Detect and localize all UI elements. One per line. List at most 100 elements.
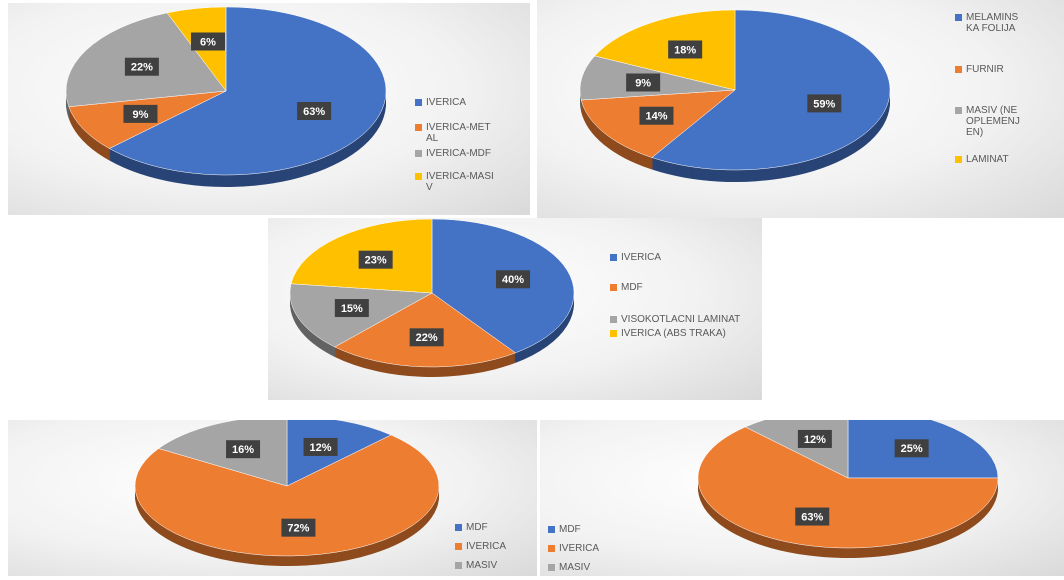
legend-item: MASIV (455, 560, 535, 571)
legend-label: IVERICA (426, 97, 467, 108)
pie-chart: 59% 14% 9% 18% (579, 9, 891, 182)
legend-swatch (455, 562, 462, 569)
chart-panel: 25% 63% 12% MDF IVERICA MASIV (540, 420, 1064, 576)
data-label: 63% (303, 106, 325, 118)
pie-chart: 25% 63% 12% (697, 420, 999, 558)
legend-swatch (955, 107, 962, 114)
legend-label: VISOKOTLACNI LAMINAT (621, 314, 741, 325)
legend-label: MDF (559, 524, 581, 535)
legend-label: MASIV (NEOPLEMENJEN) (966, 105, 1020, 138)
legend-item: IVERICA (ABS TRAKA) (610, 328, 750, 339)
legend-item: IVERICA (548, 543, 628, 554)
slice (697, 426, 999, 549)
data-label: 22% (131, 62, 153, 74)
label-bg (894, 439, 929, 458)
slice (108, 6, 387, 176)
data-label: 14% (645, 111, 667, 123)
legend: MELAMINSKA FOLIJA FURNIR MASIV (NEOPLEMENJ… (955, 12, 1023, 165)
slice (134, 434, 440, 557)
label-bg (639, 106, 674, 125)
legend-item: MELAMINSKA FOLIJA (955, 12, 1023, 34)
legend-swatch (415, 124, 422, 131)
pie-chart: 63% 9% 22% 6% (65, 6, 387, 187)
legend-swatch (548, 545, 555, 552)
legend-item: IVERICA-METAL (415, 122, 495, 144)
label-bg (124, 57, 159, 76)
data-label: 15% (341, 303, 363, 315)
label-bg (668, 40, 703, 59)
legend-swatch (455, 524, 462, 531)
legend-item: MDF (548, 524, 628, 535)
legend-label: FURNIR (966, 64, 1004, 75)
data-label: 9% (133, 109, 149, 121)
legend-swatch (548, 564, 555, 571)
legend-swatch (955, 156, 962, 163)
legend-label: IVERICA (ABS TRAKA) (621, 328, 726, 339)
legend-swatch (455, 543, 462, 550)
legend-label: MASIV (559, 562, 591, 573)
legend-label: IVERICA-MDF (426, 148, 491, 159)
label-bg (626, 73, 661, 92)
legend-item: MDF (455, 522, 535, 533)
legend-label: IVERICA (559, 543, 600, 554)
data-label: 23% (365, 255, 387, 267)
legend-item: IVERICA (455, 541, 535, 552)
legend-label: IVERICA (466, 541, 507, 552)
legend-item: VISOKOTLACNI LAMINAT (610, 314, 750, 325)
legend: IVERICA IVERICA-METAL IVERICA-MDF IVERICA-M… (415, 97, 495, 193)
legend-swatch (610, 284, 617, 291)
legend-label: MELAMINSKA FOLIJA (966, 12, 1019, 34)
data-label: 12% (310, 442, 332, 454)
legend-item: IVERICA-MDF (415, 148, 495, 159)
pie-chart: 12% 72% 16% (134, 420, 440, 566)
legend-swatch (415, 173, 422, 180)
legend-label: IVERICA-MASIV (426, 171, 494, 193)
data-label: 12% (804, 434, 826, 446)
label-bg (226, 440, 261, 459)
legend-item: LAMINAT (955, 154, 1023, 165)
chart-panel: 63% 9% 22% 6% IVERICA IVERICA-METAL IVERICA-MD… (8, 3, 530, 215)
data-label: 16% (232, 444, 254, 456)
chart-panel: 40% 22% 15% 23% IVERICA MDF VISOKOTLACNI LAMIN… (268, 218, 762, 400)
label-bg (496, 270, 531, 289)
legend-label: LAMINAT (966, 154, 1009, 165)
legend-label: MDF (621, 282, 643, 293)
label-bg (334, 299, 369, 318)
data-label: 25% (901, 443, 923, 455)
legend: MDF IVERICA MASIV (548, 524, 628, 573)
data-label: 59% (813, 98, 835, 110)
label-bg (281, 518, 316, 537)
data-label: 40% (502, 274, 524, 286)
label-bg (123, 104, 158, 123)
label-bg (807, 94, 842, 113)
label-bg (797, 429, 832, 448)
legend-label: MASIV (466, 560, 498, 571)
legend-swatch (610, 316, 617, 323)
legend-swatch (415, 99, 422, 106)
legend-item: IVERICA-MASIV (415, 171, 495, 193)
slice (594, 9, 736, 91)
label-bg (191, 32, 226, 51)
data-label: 6% (200, 36, 216, 48)
label-bg (795, 507, 830, 526)
legend-item: IVERICA (610, 252, 750, 263)
legend-item: FURNIR (955, 64, 1023, 75)
legend-label: IVERICA-METAL (426, 122, 491, 144)
data-label: 9% (635, 77, 651, 89)
label-bg (358, 250, 393, 269)
pie-chart: 40% 22% 15% 23% (289, 218, 575, 377)
legend-swatch (610, 254, 617, 261)
legend: IVERICA MDF VISOKOTLACNI LAMINAT IVERICA (A… (610, 252, 750, 339)
data-label: 72% (287, 523, 309, 535)
legend-label: MDF (466, 522, 488, 533)
slice (286, 420, 392, 487)
label-bg (297, 102, 332, 121)
legend-item: IVERICA (415, 97, 495, 108)
slice (651, 9, 891, 171)
legend-swatch (955, 14, 962, 21)
legend-swatch (955, 66, 962, 73)
legend-label: IVERICA (621, 252, 662, 263)
label-bg (303, 437, 338, 456)
legend-swatch (548, 526, 555, 533)
